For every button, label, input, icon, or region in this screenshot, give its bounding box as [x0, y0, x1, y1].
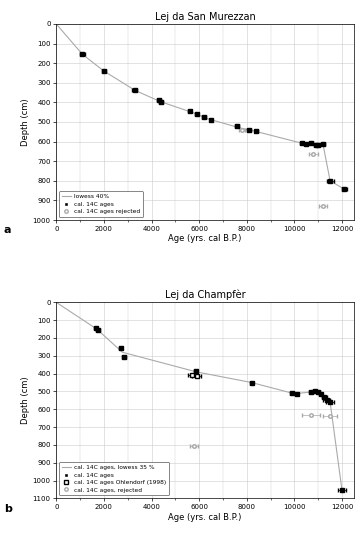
Text: b: b: [4, 504, 12, 514]
Y-axis label: Depth (cm): Depth (cm): [21, 376, 30, 424]
X-axis label: Age (yrs. cal B.P.): Age (yrs. cal B.P.): [168, 235, 242, 244]
X-axis label: Age (yrs. cal B.P.): Age (yrs. cal B.P.): [168, 513, 242, 522]
Legend: cal. 14C ages, lowess 35 %, cal. 14C ages, cal. 14C ages Ohlendorf (1998), cal. : cal. 14C ages, lowess 35 %, cal. 14C age…: [59, 462, 169, 496]
Title: Lej da Champfèr: Lej da Champfèr: [165, 289, 245, 300]
Y-axis label: Depth (cm): Depth (cm): [21, 98, 30, 146]
Legend: lowess 40%, cal. 14C ages, cal. 14C ages rejected: lowess 40%, cal. 14C ages, cal. 14C ages…: [59, 191, 143, 217]
Text: a: a: [4, 225, 11, 236]
Title: Lej da San Murezzan: Lej da San Murezzan: [155, 12, 256, 22]
